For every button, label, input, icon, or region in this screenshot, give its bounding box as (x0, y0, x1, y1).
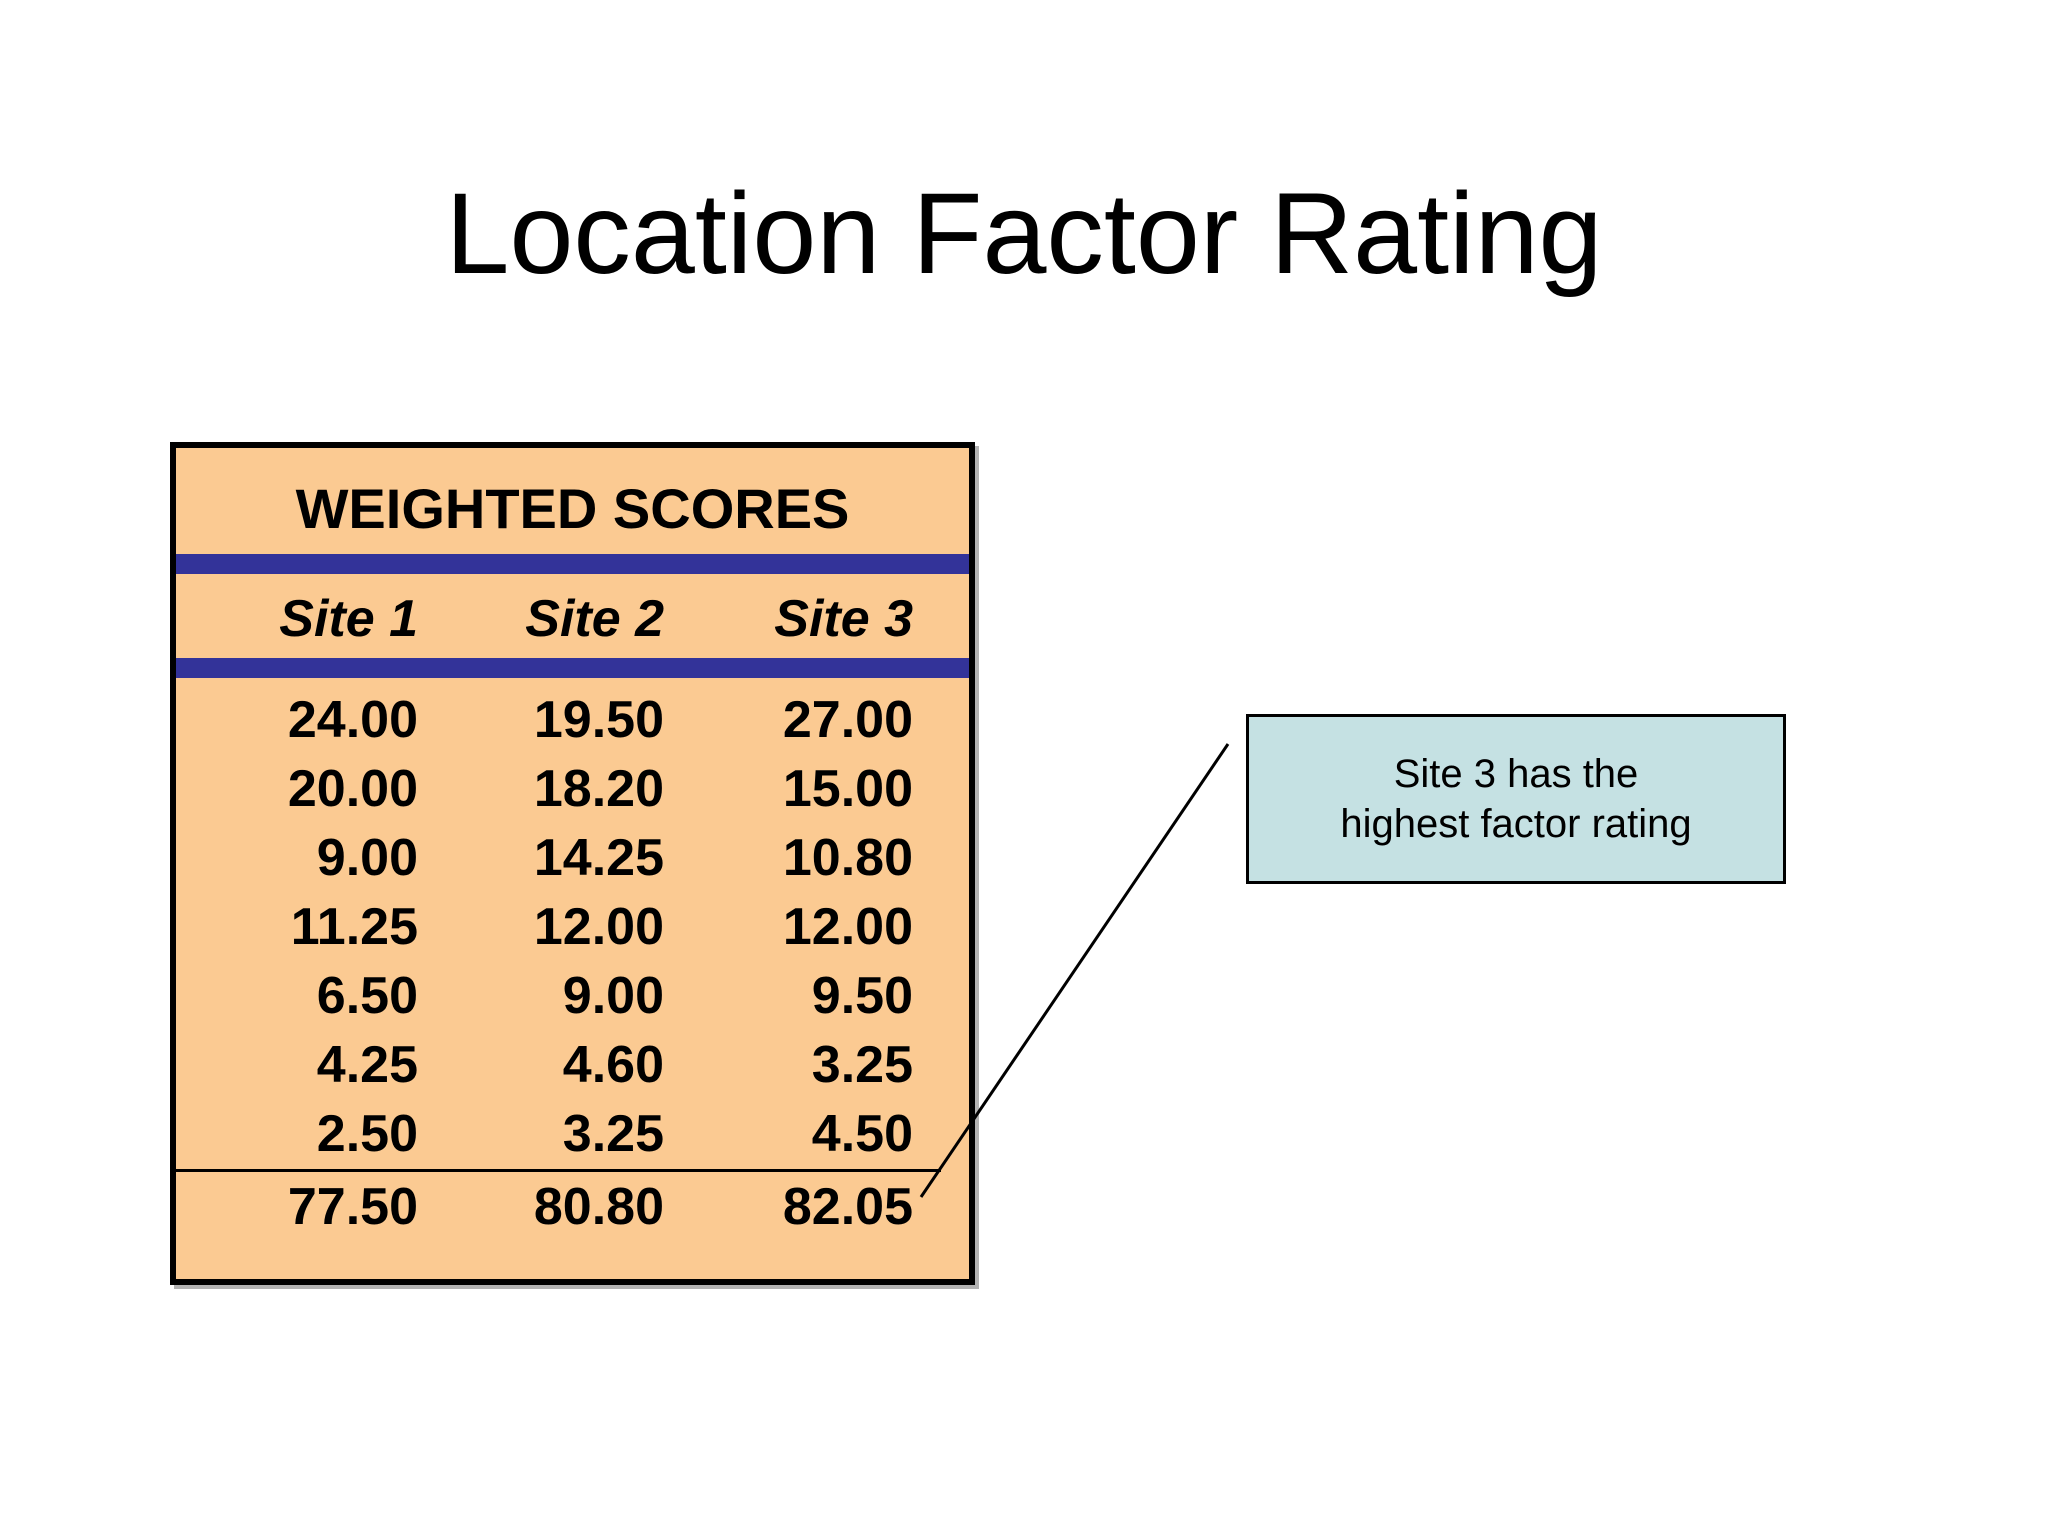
score-cell: 9.50 (811, 967, 913, 1025)
totals-row: 77.50 80.80 82.05 (176, 1172, 969, 1242)
column-header-row: Site 1 Site 2 Site 3 (176, 584, 969, 654)
score-cell: 19.50 (533, 691, 664, 749)
score-cell: 6.50 (316, 967, 418, 1025)
table-row: 9.00 14.25 10.80 (176, 824, 969, 893)
score-cell: 20.00 (287, 760, 418, 818)
score-cell: 18.20 (533, 760, 664, 818)
score-cell: 12.00 (782, 898, 913, 956)
score-cell: 2.50 (316, 1105, 418, 1163)
column-header-site-3: Site 3 (774, 590, 913, 648)
divider-bar-top (176, 554, 969, 574)
score-cell: 4.60 (562, 1036, 664, 1094)
table-row: 2.50 3.25 4.50 (176, 1100, 969, 1169)
table-row: 24.00 19.50 27.00 (176, 686, 969, 755)
weighted-scores-table: WEIGHTED SCORES Site 1 Site 2 Site 3 24.… (170, 442, 975, 1285)
score-cell: 9.00 (316, 829, 418, 887)
score-cell: 4.25 (316, 1036, 418, 1094)
divider-bar-bottom (176, 658, 969, 678)
totals-separator-line (176, 1169, 941, 1172)
score-cell: 24.00 (287, 691, 418, 749)
score-cell: 11.25 (290, 898, 418, 956)
score-cell: 27.00 (782, 691, 913, 749)
table-body: 24.00 19.50 27.00 20.00 18.20 15.00 9.00… (176, 686, 969, 1169)
callout-text-line2: highest factor rating (1340, 802, 1692, 846)
score-cell: 15.00 (782, 760, 913, 818)
score-cell: 4.50 (811, 1105, 913, 1163)
callout-text-line1: Site 3 has the (1393, 752, 1639, 796)
callout-box: Site 3 has the highest factor rating (1246, 714, 1786, 884)
score-cell: 10.80 (782, 829, 913, 887)
total-cell-site-2: 80.80 (533, 1178, 664, 1236)
table-row: 4.25 4.60 3.25 (176, 1031, 969, 1100)
table-title: WEIGHTED SCORES (295, 477, 850, 540)
table-row: 6.50 9.00 9.50 (176, 962, 969, 1031)
score-cell: 14.25 (533, 829, 664, 887)
column-header-site-1: Site 1 (279, 590, 418, 648)
score-cell: 9.00 (562, 967, 664, 1025)
table-row: 20.00 18.20 15.00 (176, 755, 969, 824)
score-cell: 3.25 (562, 1105, 664, 1163)
total-cell-site-1: 77.50 (287, 1178, 418, 1236)
column-header-site-2: Site 2 (525, 590, 664, 648)
table-row: 11.25 12.00 12.00 (176, 893, 969, 962)
total-cell-site-3: 82.05 (782, 1178, 913, 1236)
score-cell: 3.25 (811, 1036, 913, 1094)
slide-title: Location Factor Rating (445, 170, 1603, 299)
score-cell: 12.00 (533, 898, 664, 956)
